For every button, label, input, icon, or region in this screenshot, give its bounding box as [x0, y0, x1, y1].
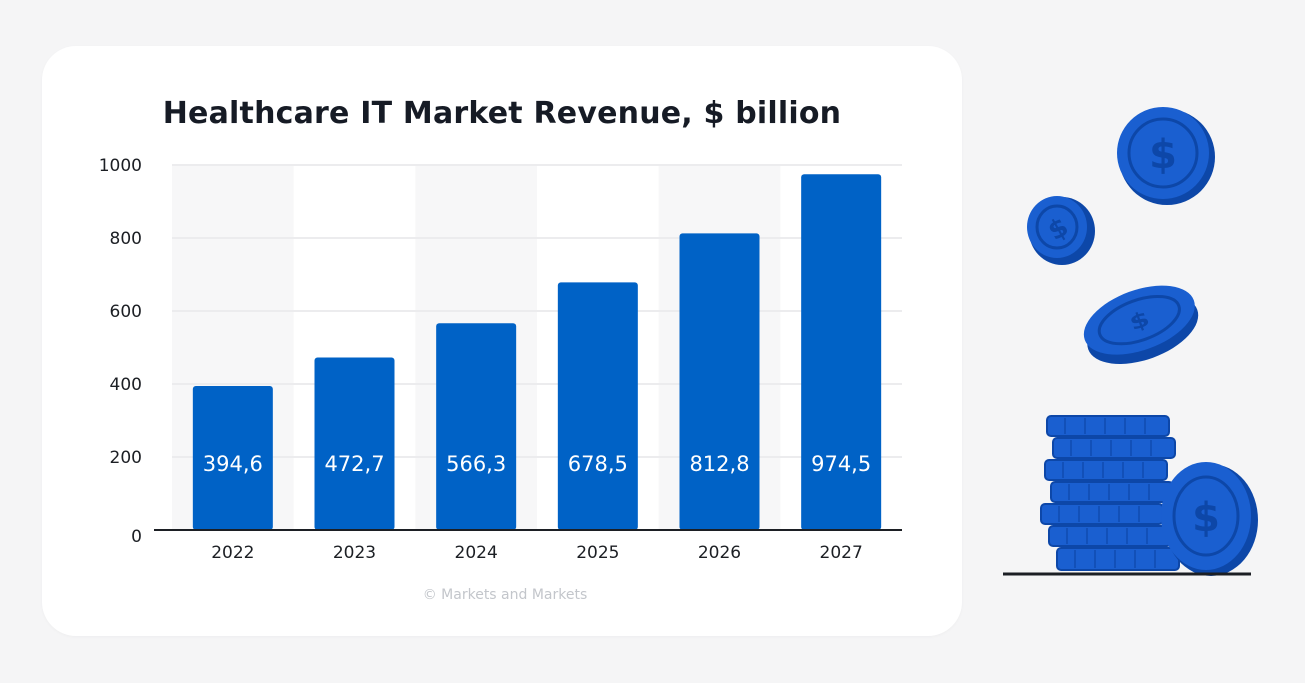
x-tick-label: 2025 [576, 543, 619, 563]
svg-text:$: $ [1149, 132, 1177, 178]
y-tick-label: 800 [110, 229, 142, 249]
source-credit: © Markets and Markets [422, 587, 588, 603]
x-tick-label: 2027 [820, 543, 863, 563]
data-label: 678,5 [568, 452, 628, 476]
y-tick-label: 200 [110, 448, 142, 468]
y-tick-label: 0 [131, 527, 142, 547]
coin-icon: $ [1083, 285, 1199, 364]
x-tick-label: 2022 [211, 543, 254, 563]
data-label: 394,6 [203, 452, 263, 476]
data-label: 472,7 [324, 452, 384, 476]
y-tick-label: 400 [110, 375, 142, 395]
chart-title: Healthcare IT Market Revenue, $ billion [162, 96, 842, 131]
bar [314, 357, 395, 530]
x-tick-label: 2026 [698, 543, 741, 563]
data-label: 566,3 [446, 452, 506, 476]
dollar-coins-icon: $ $ $ $ [1003, 107, 1258, 576]
bar [801, 174, 882, 530]
x-tick-label: 2024 [455, 543, 498, 563]
coin-icon: $ [1027, 196, 1095, 265]
bar-chart: 0 200 400 600 800 1000 394,6 2022 472,7 2023 566,3… [99, 156, 902, 563]
y-tick-label: 1000 [99, 156, 142, 176]
coin-icon: $ [1117, 107, 1215, 205]
bar [436, 323, 517, 530]
svg-text:$: $ [1192, 495, 1220, 541]
data-label: 812,8 [689, 452, 749, 476]
coin-stack-icon: $ [1003, 415, 1258, 576]
data-label: 974,5 [811, 452, 871, 476]
y-tick-label: 600 [110, 302, 142, 322]
bar [557, 282, 638, 530]
x-tick-label: 2023 [333, 543, 376, 563]
bar [192, 385, 273, 530]
bar [679, 233, 760, 530]
